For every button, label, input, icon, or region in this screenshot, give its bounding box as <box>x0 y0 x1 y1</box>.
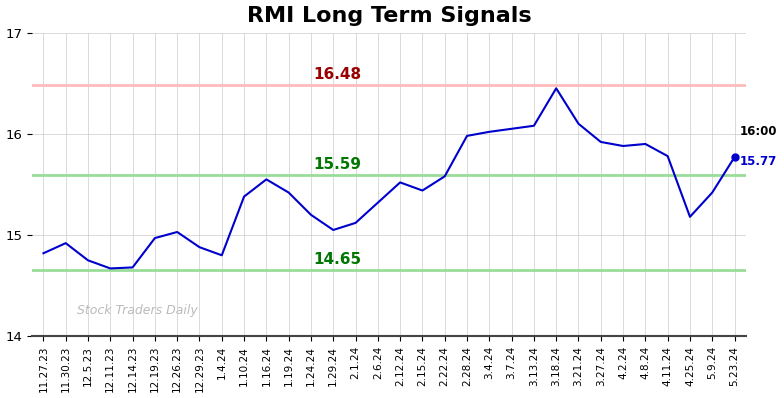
Text: 16:00: 16:00 <box>740 125 778 139</box>
Text: 15.77: 15.77 <box>740 155 778 168</box>
Text: 15.59: 15.59 <box>313 157 361 172</box>
Text: Stock Traders Daily: Stock Traders Daily <box>77 304 198 317</box>
Text: 16.48: 16.48 <box>313 67 361 82</box>
Title: RMI Long Term Signals: RMI Long Term Signals <box>247 6 532 25</box>
Text: 14.65: 14.65 <box>313 252 361 267</box>
